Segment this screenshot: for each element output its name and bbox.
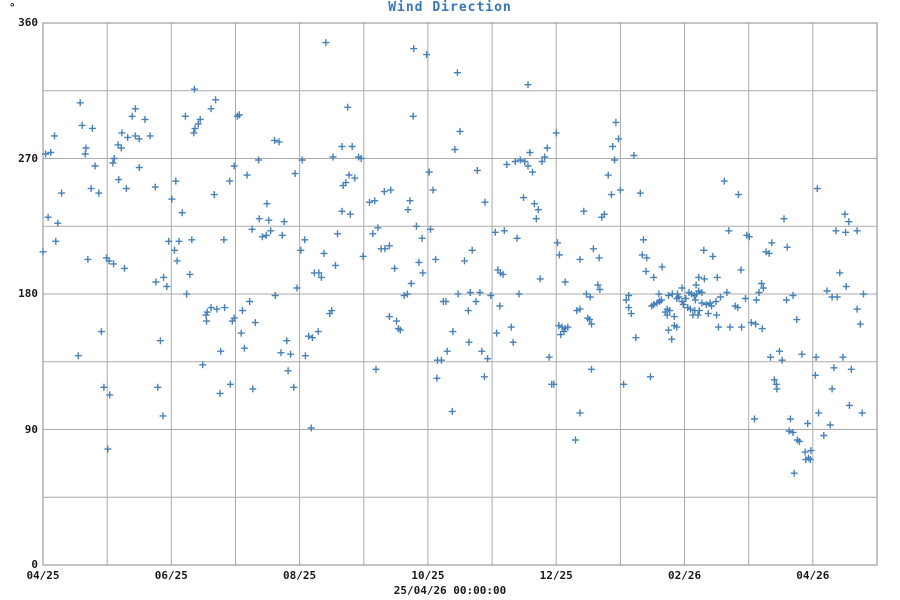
y-tick-label: 360 xyxy=(18,16,38,29)
chart-title: Wind Direction xyxy=(388,0,512,15)
x-tick-label: 06/25 xyxy=(154,569,188,582)
x-tick-label: 12/25 xyxy=(539,569,573,582)
y-tick-label: 0 xyxy=(31,558,38,571)
y-tick-label: 270 xyxy=(18,151,38,165)
x-tick-label: 10/25 xyxy=(411,569,445,582)
y-tick-label: 180 xyxy=(18,287,38,300)
x-tick-label: 04/26 xyxy=(796,569,830,582)
y-tick-label: 90 xyxy=(24,422,38,436)
x-tick-label: 04/25 xyxy=(26,569,60,582)
x-tick-label: 08/25 xyxy=(283,569,317,582)
y-axis-unit-label: ° xyxy=(9,1,16,14)
scatter-plus-markers xyxy=(39,39,867,477)
x-tick-label: 02/26 xyxy=(667,569,702,582)
plot-frame xyxy=(42,22,878,566)
x-axis-start-datetime-label: 25/04/26 00:00:00 xyxy=(393,584,507,597)
